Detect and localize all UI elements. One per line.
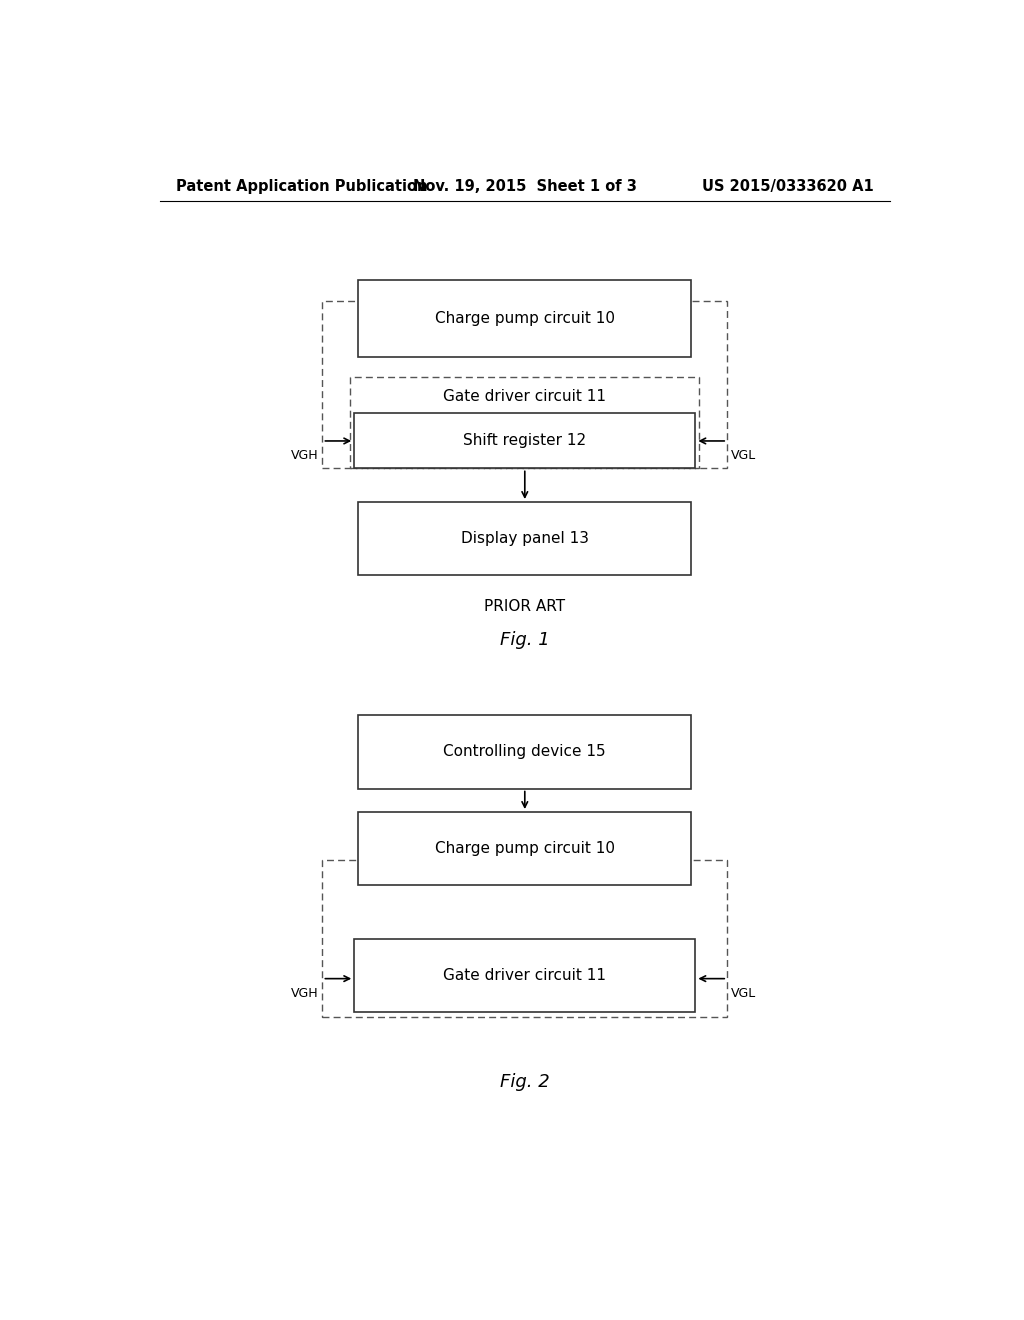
Bar (323, 301, 727, 469)
Text: Fig. 2: Fig. 2 (500, 1073, 550, 1092)
Text: VGH: VGH (291, 987, 318, 999)
Text: VGL: VGL (731, 449, 757, 462)
Bar (354, 412, 695, 469)
Text: Patent Application Publication: Patent Application Publication (176, 180, 427, 194)
Text: VGL: VGL (731, 987, 757, 999)
Text: PRIOR ART: PRIOR ART (484, 598, 565, 614)
Bar (358, 502, 691, 576)
Bar (323, 859, 727, 1018)
Text: Gate driver circuit 11: Gate driver circuit 11 (443, 968, 606, 983)
Text: Charge pump circuit 10: Charge pump circuit 10 (435, 841, 614, 857)
Text: Nov. 19, 2015  Sheet 1 of 3: Nov. 19, 2015 Sheet 1 of 3 (413, 180, 637, 194)
Bar (358, 280, 691, 356)
Text: US 2015/0333620 A1: US 2015/0333620 A1 (702, 180, 873, 194)
Text: Controlling device 15: Controlling device 15 (443, 744, 606, 759)
Text: Shift register 12: Shift register 12 (463, 433, 587, 447)
Bar (358, 812, 691, 886)
Text: VGH: VGH (291, 449, 318, 462)
Bar (350, 378, 699, 469)
Bar (354, 939, 695, 1012)
Text: Gate driver circuit 11: Gate driver circuit 11 (443, 389, 606, 404)
Bar (358, 715, 691, 788)
Text: Display panel 13: Display panel 13 (461, 531, 589, 546)
Text: Fig. 1: Fig. 1 (500, 631, 550, 649)
Text: Charge pump circuit 10: Charge pump circuit 10 (435, 312, 614, 326)
